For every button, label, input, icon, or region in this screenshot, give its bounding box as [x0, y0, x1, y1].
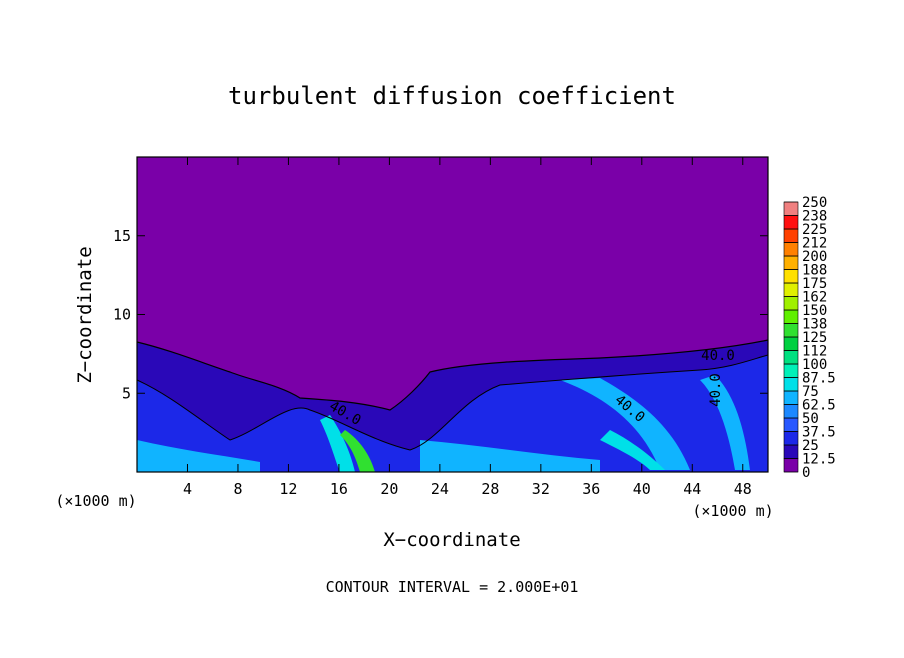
colorbar-label: 0 — [802, 465, 810, 481]
colorbar-label: 125 — [802, 330, 827, 346]
colorbar-label: 112 — [802, 344, 827, 360]
colorbar-label: 225 — [802, 222, 827, 238]
x-tick-label: 12 — [279, 480, 297, 498]
colorbar-label: 100 — [802, 357, 827, 373]
colorbar-label: 212 — [802, 236, 827, 252]
colorbar-label: 250 — [802, 195, 827, 211]
colorbar-label: 37.5 — [802, 425, 836, 441]
x-tick-label: 32 — [532, 480, 550, 498]
x-tick-label: 4 — [183, 480, 192, 498]
colorbar-band — [783, 242, 799, 257]
colorbar-label: 50 — [802, 411, 819, 427]
contour-label: 40.0 — [708, 373, 724, 407]
colorbar-label: 188 — [802, 263, 827, 279]
colorbar-band — [783, 215, 799, 230]
y-tick-label: 5 — [122, 384, 131, 402]
y-tick-label: 15 — [113, 227, 131, 245]
x-tick-label: 44 — [683, 480, 701, 498]
colorbar-band — [783, 282, 799, 297]
y-tick-label: 10 — [113, 306, 131, 324]
colorbar-band — [783, 417, 799, 432]
x-unit: (×1000 m) — [55, 492, 136, 510]
colorbar-label: 175 — [802, 276, 827, 292]
y-unit: (×1000 m) — [692, 502, 773, 520]
colorbar-band — [783, 296, 799, 311]
colorbar-band — [783, 444, 799, 459]
colorbar-band — [783, 323, 799, 338]
x-tick-label: 28 — [481, 480, 499, 498]
colorbar-band — [783, 255, 799, 270]
chart-title: turbulent diffusion coefficient — [228, 82, 676, 110]
colorbar-label: 87.5 — [802, 371, 836, 387]
x-tick-label: 40 — [633, 480, 651, 498]
colorbar-label: 62.5 — [802, 398, 836, 414]
colorbar-label: 238 — [802, 209, 827, 225]
colorbar-label: 200 — [802, 249, 827, 265]
field — [136, 157, 769, 472]
colorbar-band — [783, 228, 799, 243]
y-axis-label: Z−coordinate — [74, 246, 96, 383]
x-tick-label: 20 — [380, 480, 398, 498]
field-region — [340, 430, 375, 472]
colorbar-band — [783, 404, 799, 419]
colorbar-label: 162 — [802, 290, 827, 306]
colorbar-band — [783, 458, 799, 473]
colorbar-band — [783, 377, 799, 392]
footnote: CONTOUR INTERVAL = 2.000E+01 — [326, 578, 579, 596]
contour-label: 40.0 — [701, 348, 735, 364]
colorbar-band — [783, 390, 799, 405]
colorbar-label: 150 — [802, 303, 827, 319]
colorbar-label: 138 — [802, 317, 827, 333]
x-axis-label: X−coordinate — [383, 529, 520, 551]
x-tick-label: 16 — [330, 480, 348, 498]
colorbar-label: 25 — [802, 438, 819, 454]
x-tick-label: 36 — [582, 480, 600, 498]
colorbar-band — [783, 363, 799, 378]
field-region — [137, 375, 750, 472]
colorbar-band — [783, 269, 799, 284]
colorbar-band — [783, 431, 799, 446]
colorbar-band — [783, 350, 799, 365]
colorbar-band — [783, 336, 799, 351]
contour-line — [136, 339, 769, 411]
x-tick-label: 24 — [431, 480, 449, 498]
colorbar-label: 75 — [802, 384, 819, 400]
colorbar-band — [783, 201, 799, 216]
contour-line — [136, 354, 769, 451]
x-tick-label: 48 — [734, 480, 752, 498]
x-tick-label: 8 — [233, 480, 242, 498]
colorbar-label: 12.5 — [802, 452, 836, 468]
colorbar-band — [783, 309, 799, 324]
